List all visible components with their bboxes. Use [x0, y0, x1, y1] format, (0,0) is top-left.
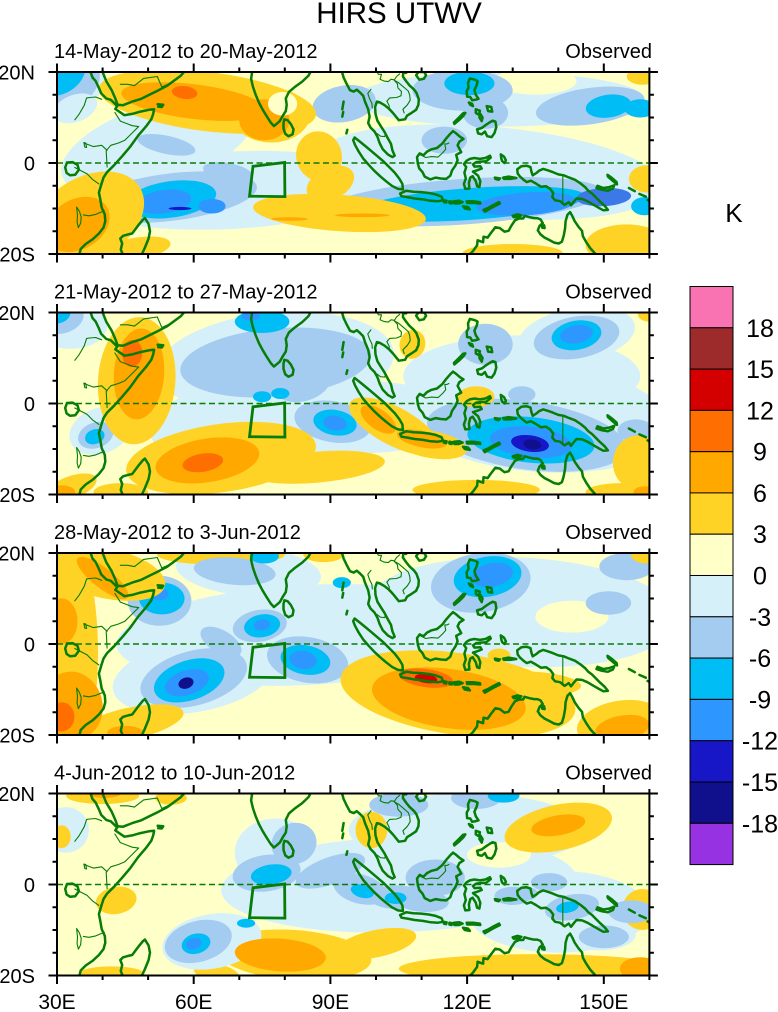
svg-text:-3: -3: [749, 604, 771, 632]
svg-text:20S: 20S: [0, 244, 35, 266]
svg-text:3: 3: [753, 521, 767, 549]
svg-text:12: 12: [746, 397, 774, 425]
svg-text:Observed: Observed: [565, 41, 652, 63]
svg-text:20N: 20N: [0, 62, 35, 84]
svg-text:20S: 20S: [0, 725, 35, 747]
svg-text:-6: -6: [749, 645, 771, 673]
svg-text:9: 9: [753, 439, 767, 467]
svg-text:14-May-2012 to 20-May-2012: 14-May-2012 to 20-May-2012: [54, 41, 317, 63]
svg-text:6: 6: [753, 480, 767, 508]
svg-text:Observed: Observed: [565, 522, 652, 544]
svg-text:Observed: Observed: [565, 282, 652, 304]
svg-text:0: 0: [753, 563, 767, 591]
svg-text:HIRS UTWV: HIRS UTWV: [316, 0, 482, 30]
svg-text:15: 15: [746, 356, 774, 384]
svg-text:28-May-2012 to 3-Jun-2012: 28-May-2012 to 3-Jun-2012: [54, 522, 301, 544]
svg-text:20N: 20N: [0, 543, 35, 565]
svg-text:20N: 20N: [0, 784, 35, 806]
svg-text:150E: 150E: [579, 991, 628, 1012]
svg-text:0: 0: [24, 634, 35, 656]
svg-text:-18: -18: [742, 810, 778, 838]
svg-text:30E: 30E: [38, 991, 75, 1012]
svg-text:-15: -15: [742, 769, 778, 797]
svg-text:90E: 90E: [312, 991, 349, 1012]
svg-text:0: 0: [24, 153, 35, 175]
svg-text:20S: 20S: [0, 966, 35, 988]
svg-text:K: K: [725, 198, 743, 228]
svg-text:21-May-2012 to 27-May-2012: 21-May-2012 to 27-May-2012: [54, 282, 317, 304]
svg-text:4-Jun-2012 to 10-Jun-2012: 4-Jun-2012 to 10-Jun-2012: [54, 763, 295, 785]
svg-text:-12: -12: [742, 728, 778, 756]
svg-text:20N: 20N: [0, 303, 35, 325]
svg-text:120E: 120E: [443, 991, 492, 1012]
svg-text:-9: -9: [749, 686, 771, 714]
svg-text:60E: 60E: [175, 991, 212, 1012]
svg-text:Observed: Observed: [565, 763, 652, 785]
svg-text:0: 0: [24, 394, 35, 416]
svg-text:20S: 20S: [0, 485, 35, 507]
svg-text:18: 18: [746, 315, 774, 343]
svg-text:0: 0: [24, 875, 35, 897]
